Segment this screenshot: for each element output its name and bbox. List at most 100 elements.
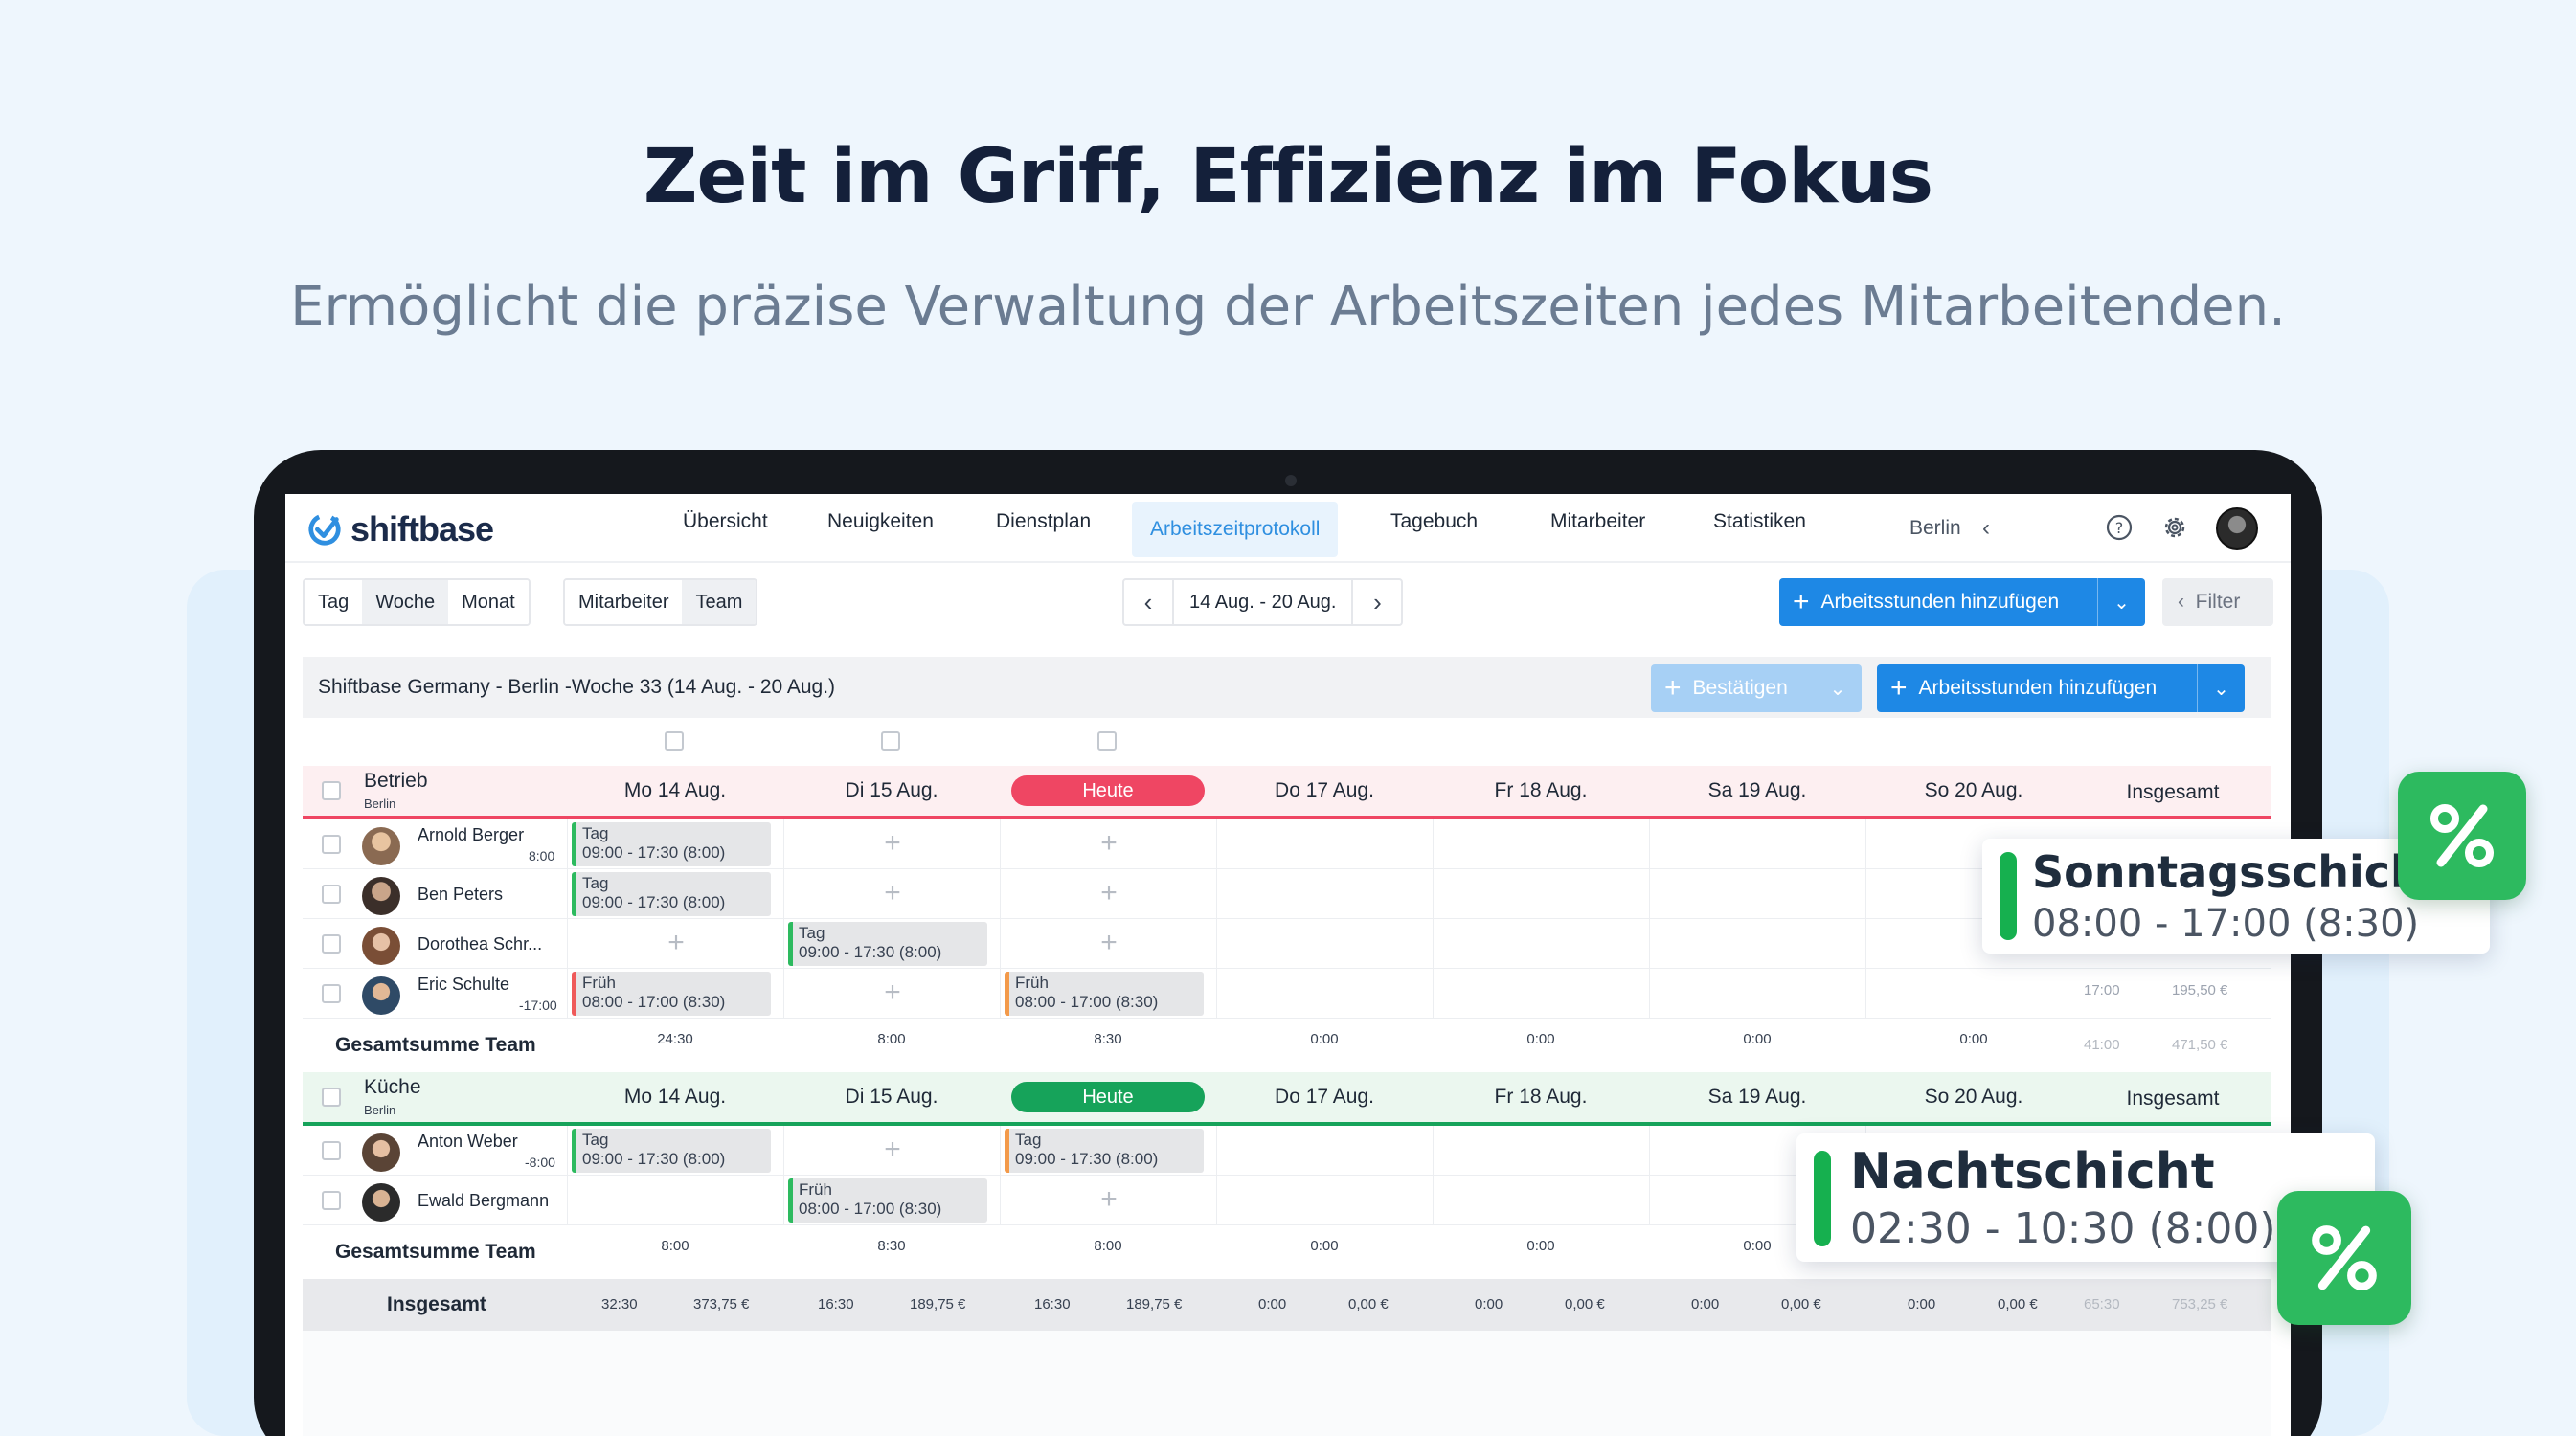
add-shift-plus-icon[interactable]: + — [1100, 1183, 1118, 1215]
day-cell[interactable] — [1433, 869, 1649, 919]
day-cell[interactable]: + — [783, 869, 1000, 919]
group-checkbox[interactable] — [322, 781, 341, 800]
employee-name[interactable]: Eric Schulte — [418, 975, 510, 994]
shift-block[interactable]: Tag 09:00 - 17:30 (8:00) — [572, 872, 771, 916]
group-team[interactable]: Team — [682, 580, 757, 624]
shift-block[interactable]: Tag 09:00 - 17:30 (8:00) — [572, 822, 771, 866]
day-cell[interactable] — [1216, 1176, 1433, 1225]
prev-week-chevron-icon[interactable]: ‹ — [1143, 588, 1153, 617]
nav-mitarbeiter[interactable]: Mitarbeiter — [1550, 510, 1646, 532]
add-shift-plus-icon[interactable]: + — [1100, 927, 1118, 958]
confirm-button[interactable]: + Bestätigen ⌄ — [1651, 664, 1862, 712]
day-cell[interactable] — [1216, 869, 1433, 919]
day-cell[interactable] — [567, 1176, 783, 1225]
day-cell[interactable]: Früh 08:00 - 17:00 (8:30) — [783, 1176, 1000, 1225]
nav-dienstplan[interactable]: Dienstplan — [996, 510, 1092, 532]
filter-button[interactable]: ‹ Filter — [2162, 578, 2273, 626]
add-shift-plus-icon[interactable]: + — [884, 976, 901, 1008]
day-cell[interactable]: + — [783, 969, 1000, 1019]
add-hours-button[interactable]: + Arbeitsstunden hinzufügen ⌄ — [1779, 578, 2145, 626]
day-cell[interactable] — [1649, 919, 1865, 969]
row-checkbox[interactable] — [322, 885, 341, 904]
nav-statistiken[interactable]: Statistiken — [1713, 510, 1806, 532]
day-cell[interactable] — [1649, 869, 1865, 919]
employee-name[interactable]: Ewald Bergmann — [418, 1191, 550, 1210]
add-shift-plus-icon[interactable]: + — [1100, 877, 1118, 909]
day-cell[interactable]: Tag 09:00 - 17:30 (8:00) — [567, 819, 783, 869]
gear-icon[interactable] — [2160, 513, 2189, 542]
shiftbase-logo[interactable]: shiftbase — [306, 509, 494, 550]
panel-add-hours-button[interactable]: + Arbeitsstunden hinzufügen ⌄ — [1877, 664, 2245, 712]
chevron-down-icon[interactable]: ⌄ — [2197, 664, 2245, 712]
day-cell[interactable] — [1216, 969, 1433, 1019]
shift-block[interactable]: Tag 09:00 - 17:30 (8:00) — [572, 1129, 771, 1173]
date-range[interactable]: 14 Aug. - 20 Aug. — [1172, 580, 1354, 624]
add-shift-plus-icon[interactable]: + — [884, 1133, 901, 1165]
help-icon[interactable]: ? — [2105, 513, 2134, 542]
group-checkbox[interactable] — [322, 1088, 341, 1107]
next-week-chevron-icon[interactable]: › — [1373, 588, 1382, 617]
shift-block[interactable]: Tag 09:00 - 17:30 (8:00) — [1005, 1129, 1204, 1173]
shift-block[interactable]: Früh 08:00 - 17:00 (8:30) — [572, 972, 771, 1016]
day-cell[interactable] — [1433, 969, 1649, 1019]
chevron-down-icon[interactable]: ⌄ — [1829, 678, 1846, 700]
row-checkbox[interactable] — [322, 934, 341, 954]
row-checkbox[interactable] — [322, 984, 341, 1003]
shift-block[interactable]: Früh 08:00 - 17:00 (8:30) — [788, 1178, 987, 1223]
day-cell[interactable] — [1865, 919, 2082, 969]
day-cell[interactable]: + — [1000, 869, 1216, 919]
day-cell[interactable] — [1865, 819, 2082, 869]
day-cell[interactable]: Tag 09:00 - 17:30 (8:00) — [567, 1126, 783, 1176]
chevron-down-icon[interactable]: ⌄ — [2097, 578, 2145, 626]
employee-name[interactable]: Dorothea Schr... — [418, 934, 543, 954]
day-cell[interactable] — [1216, 819, 1433, 869]
row-checkbox[interactable] — [322, 835, 341, 854]
day-checkbox[interactable] — [665, 731, 684, 751]
add-shift-plus-icon[interactable]: + — [884, 877, 901, 909]
day-cell[interactable] — [1216, 1126, 1433, 1176]
day-cell[interactable]: Früh 08:00 - 17:00 (8:30) — [567, 969, 783, 1019]
day-cell[interactable] — [1865, 969, 2082, 1019]
row-checkbox[interactable] — [322, 1191, 341, 1210]
nav-neuigkeiten[interactable]: Neuigkeiten — [827, 510, 934, 532]
add-shift-plus-icon[interactable]: + — [667, 927, 685, 958]
day-cell[interactable]: + — [1000, 919, 1216, 969]
day-cell[interactable]: Tag 09:00 - 17:30 (8:00) — [567, 869, 783, 919]
chevron-left-icon[interactable]: ‹ — [1982, 515, 1990, 541]
row-checkbox[interactable] — [322, 1141, 341, 1160]
add-shift-plus-icon[interactable]: + — [884, 827, 901, 859]
day-cell[interactable] — [1433, 919, 1649, 969]
day-cell[interactable] — [1865, 869, 2082, 919]
group-mitarbeiter[interactable]: Mitarbeiter — [565, 580, 683, 624]
add-shift-plus-icon[interactable]: + — [1100, 827, 1118, 859]
shift-block[interactable]: Früh 08:00 - 17:00 (8:30) — [1005, 972, 1204, 1016]
day-cell[interactable]: Früh 08:00 - 17:00 (8:30) — [1000, 969, 1216, 1019]
day-cell[interactable] — [1649, 819, 1865, 869]
day-cell[interactable] — [1649, 1176, 1865, 1225]
employee-name[interactable]: Anton Weber — [418, 1132, 518, 1151]
day-cell[interactable] — [1649, 1126, 1865, 1176]
day-checkbox[interactable] — [1097, 731, 1117, 751]
day-cell[interactable]: Tag 09:00 - 17:30 (8:00) — [783, 919, 1000, 969]
employee-name[interactable]: Arnold Berger — [418, 825, 525, 844]
day-cell[interactable] — [1433, 819, 1649, 869]
nav-arbeitszeitprotokoll[interactable]: Arbeitszeitprotokoll — [1132, 502, 1339, 557]
nav-uebersicht[interactable]: Übersicht — [683, 510, 768, 532]
view-monat[interactable]: Monat — [448, 580, 529, 624]
day-cell[interactable]: Tag 09:00 - 17:30 (8:00) — [1000, 1126, 1216, 1176]
user-avatar[interactable] — [2216, 507, 2258, 550]
view-woche[interactable]: Woche — [362, 580, 449, 624]
day-cell[interactable] — [1649, 969, 1865, 1019]
shift-block[interactable]: Tag 09:00 - 17:30 (8:00) — [788, 922, 987, 966]
day-cell[interactable] — [1433, 1126, 1649, 1176]
day-cell[interactable]: + — [567, 919, 783, 969]
employee-name[interactable]: Ben Peters — [418, 885, 504, 904]
day-cell[interactable]: + — [783, 1126, 1000, 1176]
day-cell[interactable] — [1216, 919, 1433, 969]
day-checkbox[interactable] — [881, 731, 900, 751]
location-selector[interactable]: Berlin — [1909, 517, 1961, 539]
day-cell[interactable]: + — [1000, 1176, 1216, 1225]
view-tag[interactable]: Tag — [305, 580, 363, 624]
nav-tagebuch[interactable]: Tagebuch — [1390, 510, 1479, 532]
day-cell[interactable]: + — [1000, 819, 1216, 869]
